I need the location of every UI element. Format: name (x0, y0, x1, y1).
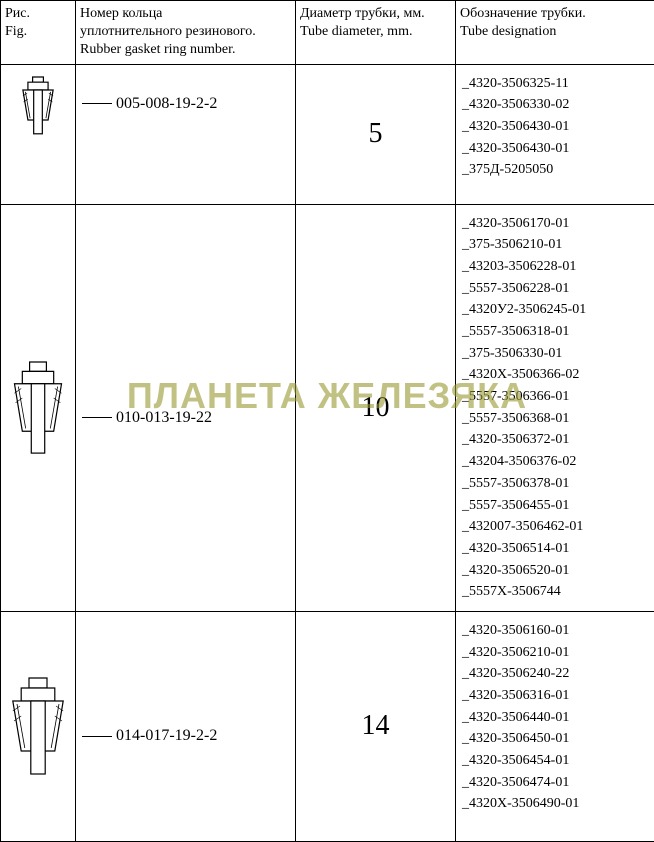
designation-item: _5557-3506366-01 (462, 386, 648, 408)
designation-item: _432007-3506462-01 (462, 516, 648, 538)
diameter-cell: 5 (296, 64, 456, 204)
designation-item: _4320-3506440-01 (462, 707, 648, 729)
designation-item: _4320-3506330-02 (462, 94, 648, 116)
designation-item: _5557-3506378-01 (462, 473, 648, 495)
header-desig: Обозначение трубки.Tube designation (456, 1, 654, 65)
designation-item: _5557-3506318-01 (462, 321, 648, 343)
fig-cell (1, 204, 76, 611)
table-row: 014-017-19-2-214_4320-3506160-01_4320-35… (1, 611, 654, 841)
designation-cell: _4320-3506325-11_4320-3506330-02_4320-35… (456, 64, 654, 204)
designation-cell: _4320-3506170-01_375-3506210-01_43203-35… (456, 204, 654, 611)
designation-item: _4320Х-3506366-02 (462, 364, 648, 386)
diameter-cell: 14 (296, 611, 456, 841)
designation-item: _375Д-5205050 (462, 159, 648, 181)
header-ring: Номер кольцауплотнительного резинового.R… (76, 1, 296, 65)
ring-cell: 014-017-19-2-2 (76, 611, 296, 841)
table-row: 005-008-19-2-25_4320-3506325-11_4320-350… (1, 64, 654, 204)
leader-line (82, 417, 112, 418)
leader-line (82, 103, 112, 104)
designation-item: _4320-3506316-01 (462, 685, 648, 707)
designation-item: _5557-3506368-01 (462, 408, 648, 430)
designation-item: _5557-3506455-01 (462, 495, 648, 517)
fig-cell (1, 611, 76, 841)
ring-number: 005-008-19-2-2 (116, 95, 217, 113)
fitting-icon (10, 360, 66, 455)
fitting-icon (8, 676, 68, 776)
designation-item: _43204-3506376-02 (462, 451, 648, 473)
designation-item: _4320-3506325-11 (462, 73, 648, 95)
designation-item: _4320Х-3506490-01 (462, 793, 648, 815)
designation-cell: _4320-3506160-01_4320-3506210-01_4320-35… (456, 611, 654, 841)
designation-item: _4320-3506514-01 (462, 538, 648, 560)
designation-item: _4320-3506450-01 (462, 728, 648, 750)
ring-number: 010-013-19-22 (116, 409, 212, 427)
designation-item: _375-3506210-01 (462, 234, 648, 256)
designation-item: _4320-3506474-01 (462, 772, 648, 794)
header-fig: Рис.Fig. (1, 1, 76, 65)
fitting-icon (20, 75, 56, 135)
designation-item: _5557-3506228-01 (462, 278, 648, 300)
designation-item: _4320-3506454-01 (462, 750, 648, 772)
ring-cell: 010-013-19-22 (76, 204, 296, 611)
parts-table: Рис.Fig. Номер кольцауплотнительного рез… (0, 0, 654, 842)
table-row: 010-013-19-2210_4320-3506170-01_375-3506… (1, 204, 654, 611)
table-body: 005-008-19-2-25_4320-3506325-11_4320-350… (1, 64, 654, 841)
designation-item: _4320-3506372-01 (462, 429, 648, 451)
designation-item: _4320-3506160-01 (462, 620, 648, 642)
ring-number: 014-017-19-2-2 (116, 727, 217, 745)
fig-cell (1, 64, 76, 204)
designation-item: _4320У2-3506245-01 (462, 299, 648, 321)
leader-line (82, 736, 112, 737)
header-row: Рис.Fig. Номер кольцауплотнительного рез… (1, 1, 654, 65)
designation-item: _4320-3506170-01 (462, 213, 648, 235)
ring-cell: 005-008-19-2-2 (76, 64, 296, 204)
designation-item: _4320-3506520-01 (462, 560, 648, 582)
designation-item: _375-3506330-01 (462, 343, 648, 365)
designation-item: _4320-3506240-22 (462, 663, 648, 685)
designation-item: _4320-3506430-01 (462, 116, 648, 138)
designation-item: _43203-3506228-01 (462, 256, 648, 278)
diameter-cell: 10 (296, 204, 456, 611)
designation-item: _4320-3506210-01 (462, 642, 648, 664)
designation-item: _5557Х-3506744 (462, 581, 648, 603)
header-diam: Диаметр трубки, мм.Tube diameter, mm. (296, 1, 456, 65)
designation-item: _4320-3506430-01 (462, 138, 648, 160)
